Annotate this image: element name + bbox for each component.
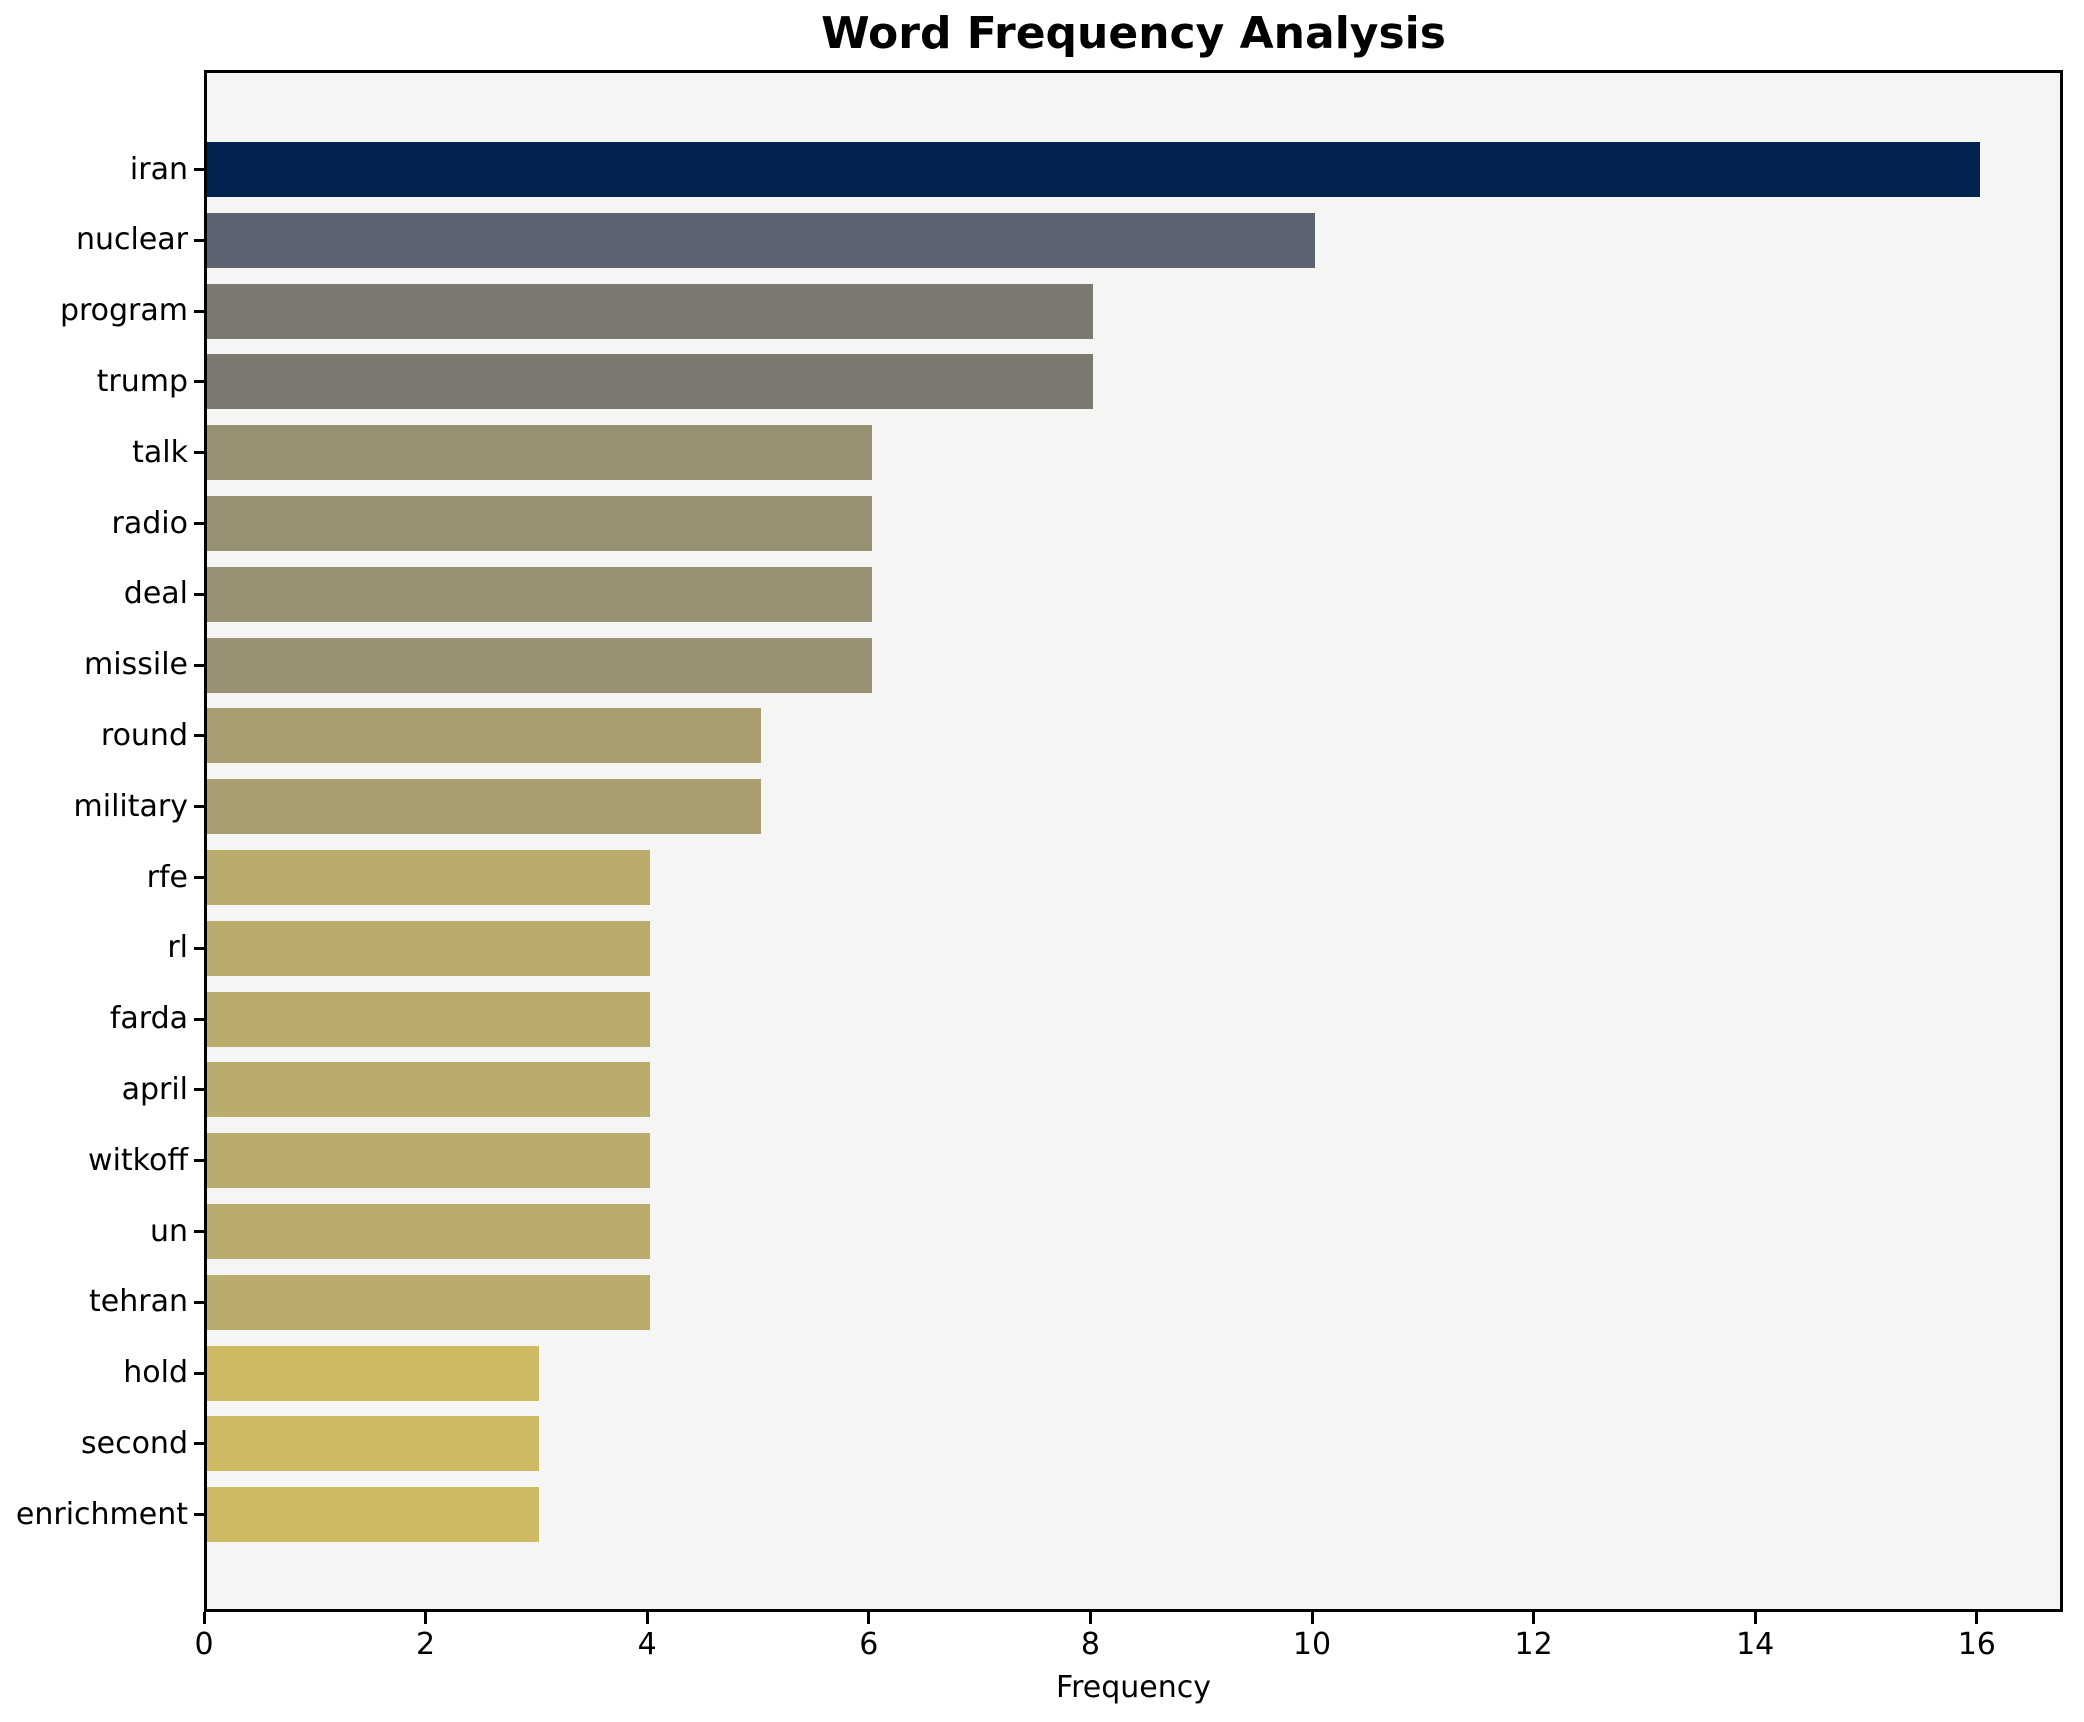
bar-military	[207, 779, 761, 835]
y-tick-hold	[194, 1371, 204, 1375]
y-tick-label-rl: rl	[167, 930, 188, 966]
y-tick-witkoff	[194, 1159, 204, 1163]
y-tick-label-talk: talk	[132, 434, 188, 470]
y-tick-april	[194, 1088, 204, 1092]
y-tick-rl	[194, 946, 204, 950]
x-tick-label-10: 10	[1292, 1627, 1332, 1662]
y-tick-round	[194, 734, 204, 738]
bar-second	[207, 1416, 540, 1472]
y-tick-label-radio: radio	[111, 505, 188, 541]
x-tick-label-16: 16	[1957, 1627, 1996, 1662]
y-tick-label-missile: missile	[84, 647, 188, 683]
x-axis-label: Frequency	[1056, 1670, 1211, 1705]
x-tick-label-14: 14	[1736, 1627, 1775, 1662]
x-tick-label-12: 12	[1514, 1627, 1553, 1662]
x-tick-6	[867, 1612, 871, 1624]
y-tick-radio	[194, 522, 204, 525]
y-tick-label-farda: farda	[109, 1001, 188, 1037]
y-tick-label-military: military	[73, 788, 188, 824]
y-tick-label-trump: trump	[96, 363, 188, 399]
bar-farda	[207, 991, 651, 1047]
bar-rfe	[207, 850, 651, 905]
x-tick-label-0: 0	[194, 1627, 214, 1662]
x-tick-12	[1532, 1612, 1536, 1624]
bar-missile	[207, 637, 872, 693]
bar-witkoff	[207, 1133, 651, 1189]
y-tick-deal	[194, 592, 204, 596]
bar-hold	[207, 1345, 540, 1401]
bar-iran	[207, 142, 1980, 197]
bar-april	[207, 1062, 651, 1118]
x-tick-4	[645, 1612, 649, 1624]
y-tick-label-nuclear: nuclear	[75, 222, 188, 258]
y-tick-enrichment	[194, 1513, 204, 1517]
bar-program	[207, 283, 1094, 339]
y-tick-rfe	[194, 876, 204, 879]
bar-un	[207, 1204, 651, 1259]
y-tick-farda	[194, 1017, 204, 1021]
y-tick-military	[194, 805, 204, 809]
bar-nuclear	[207, 212, 1315, 268]
bar-rl	[207, 920, 651, 976]
x-tick-2	[424, 1612, 428, 1624]
x-tick-label-4: 4	[637, 1627, 657, 1662]
y-tick-nuclear	[194, 238, 204, 242]
bar-trump	[207, 354, 1094, 410]
y-tick-label-round: round	[100, 717, 188, 753]
y-tick-label-rfe: rfe	[146, 859, 188, 895]
y-tick-label-witkoff: witkoff	[88, 1142, 188, 1178]
y-tick-label-hold: hold	[123, 1355, 188, 1391]
y-tick-label-un: un	[149, 1213, 188, 1249]
x-tick-label-2: 2	[416, 1627, 436, 1662]
y-tick-label-tehran: tehran	[89, 1284, 188, 1320]
x-tick-0	[202, 1612, 206, 1624]
plot-area	[204, 70, 2063, 1612]
bar-talk	[207, 425, 872, 481]
x-tick-label-6: 6	[859, 1627, 879, 1662]
x-tick-14	[1753, 1612, 1757, 1624]
y-tick-label-april: april	[121, 1071, 188, 1107]
y-tick-missile	[194, 663, 204, 667]
chart-title: Word Frequency Analysis	[821, 8, 1446, 59]
y-tick-iran	[194, 168, 204, 171]
y-tick-second	[194, 1442, 204, 1446]
y-tick-label-deal: deal	[123, 576, 188, 612]
y-tick-label-program: program	[59, 293, 188, 329]
y-tick-label-second: second	[81, 1425, 188, 1461]
bar-deal	[207, 566, 872, 622]
x-tick-label-8: 8	[1080, 1627, 1100, 1662]
y-tick-tehran	[194, 1300, 204, 1304]
bar-radio	[207, 496, 872, 551]
bar-round	[207, 708, 761, 764]
y-tick-label-iran: iran	[129, 151, 188, 187]
y-tick-program	[194, 309, 204, 313]
y-tick-un	[194, 1230, 204, 1233]
x-tick-16	[1975, 1612, 1979, 1624]
x-tick-8	[1088, 1612, 1092, 1624]
y-tick-trump	[194, 380, 204, 384]
x-tick-10	[1310, 1612, 1314, 1624]
y-tick-talk	[194, 451, 204, 455]
bar-tehran	[207, 1274, 651, 1330]
y-tick-label-enrichment: enrichment	[15, 1496, 188, 1532]
bar-enrichment	[207, 1487, 540, 1543]
